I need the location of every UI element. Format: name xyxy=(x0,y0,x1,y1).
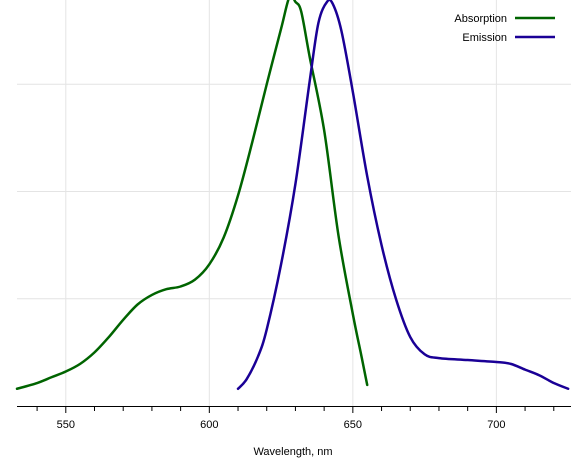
legend: Absorption Emission xyxy=(454,13,555,44)
series-line-absorption xyxy=(15,0,369,391)
x-tick-label: 550 xyxy=(57,419,75,431)
x-tick-label: 600 xyxy=(200,419,218,431)
x-axis-label: Wavelength, nm xyxy=(253,446,332,458)
legend-label: Absorption xyxy=(454,13,507,25)
series-layer xyxy=(15,0,570,391)
x-tick-label: 650 xyxy=(344,419,362,431)
legend-label: Emission xyxy=(462,32,507,44)
series-line-emission xyxy=(236,0,570,391)
x-axis: 550 600 650 700 xyxy=(17,406,571,431)
x-tick-label: 700 xyxy=(487,419,505,431)
